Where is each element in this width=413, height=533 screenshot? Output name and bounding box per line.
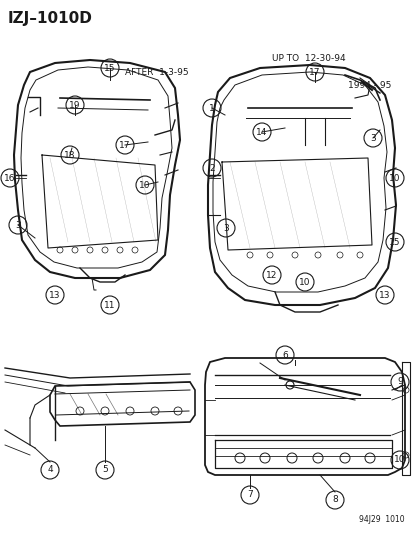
Text: 9: 9 [396, 377, 402, 386]
Text: 2: 2 [209, 164, 214, 173]
Text: 1994 - 95: 1994 - 95 [347, 80, 390, 90]
Text: 7: 7 [247, 490, 252, 499]
Text: IZJ–1010D: IZJ–1010D [8, 11, 93, 26]
Text: 17: 17 [309, 68, 320, 77]
Text: 18: 18 [64, 150, 76, 159]
Text: 6: 6 [281, 351, 287, 359]
Text: 10: 10 [139, 181, 150, 190]
Text: 10: 10 [393, 456, 405, 464]
Text: 19: 19 [69, 101, 81, 109]
Text: UP TO  12-30-94: UP TO 12-30-94 [271, 53, 345, 62]
Text: AFTER  1-3-95: AFTER 1-3-95 [125, 68, 188, 77]
Text: 14: 14 [256, 127, 267, 136]
Text: 15: 15 [388, 238, 400, 246]
Text: 3: 3 [369, 133, 375, 142]
Text: 11: 11 [104, 301, 116, 310]
Text: 16: 16 [4, 174, 16, 182]
Text: 12: 12 [266, 271, 277, 279]
Text: 17: 17 [119, 141, 131, 149]
Text: 13: 13 [49, 290, 61, 300]
Text: 94J29  1010: 94J29 1010 [358, 515, 404, 524]
Text: 1: 1 [209, 103, 214, 112]
Text: 8: 8 [331, 496, 337, 505]
Text: 15: 15 [104, 63, 116, 72]
Text: 13: 13 [378, 290, 390, 300]
Text: 5: 5 [102, 465, 108, 474]
Text: 4: 4 [47, 465, 53, 474]
Text: 10: 10 [388, 174, 400, 182]
Text: 3: 3 [15, 221, 21, 230]
Text: 3: 3 [223, 223, 228, 232]
Text: 10: 10 [299, 278, 310, 287]
